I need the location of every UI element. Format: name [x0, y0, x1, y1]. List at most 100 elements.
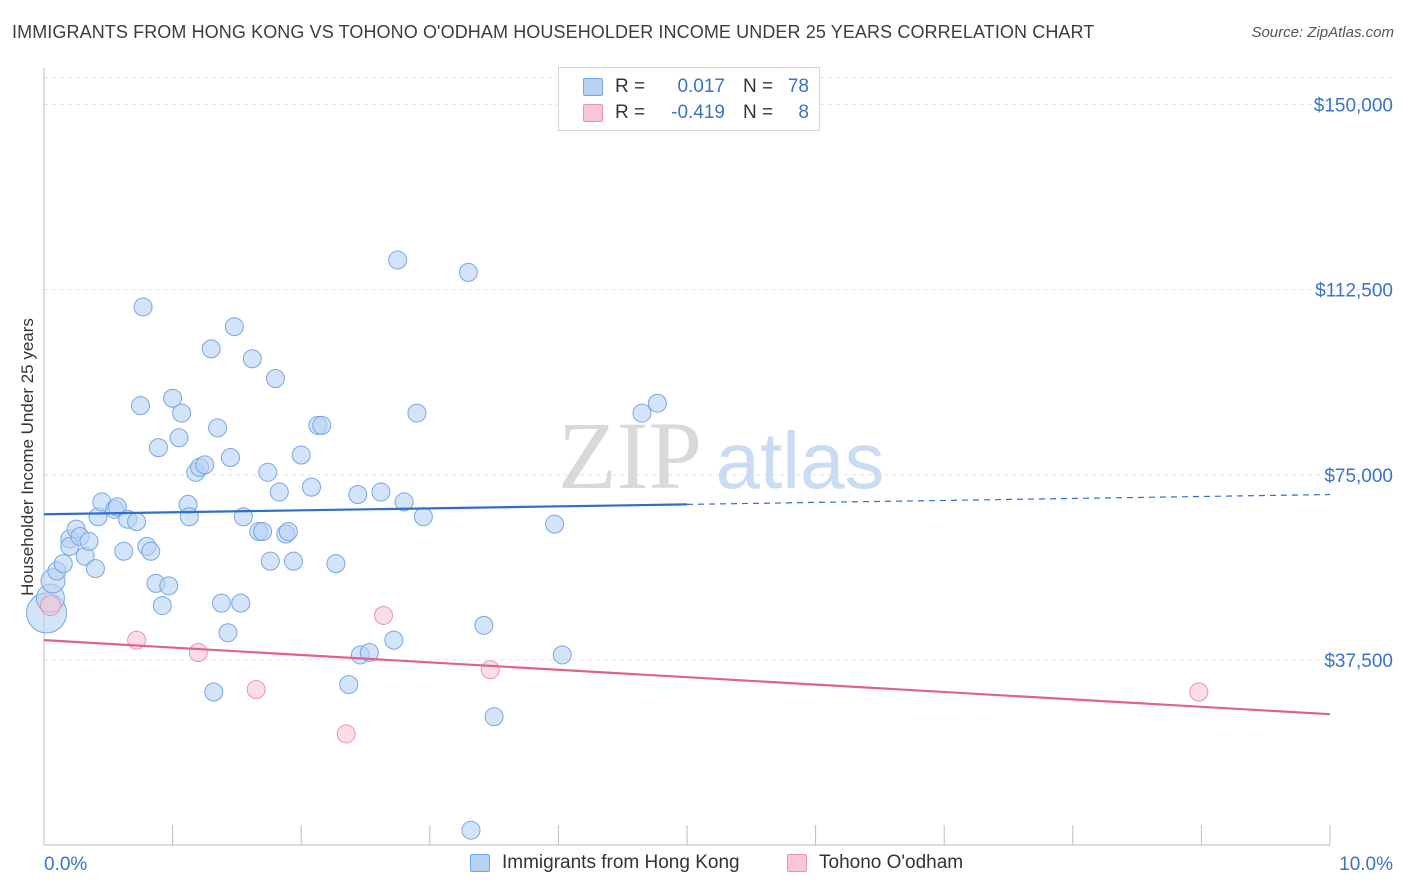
- y-tick-label: $75,000: [1324, 466, 1393, 487]
- point-hong-kong: [133, 297, 153, 317]
- y-tick-label: $150,000: [1314, 96, 1393, 117]
- point-hong-kong: [348, 485, 368, 505]
- point-tohono: [1189, 682, 1209, 702]
- trend-line-hong-kong-extension: [686, 493, 1331, 505]
- bottom-legend-hong-kong: Immigrants from Hong Kong: [470, 852, 740, 874]
- trend-lines: [43, 493, 1331, 716]
- legend-r-label: R =: [615, 76, 646, 97]
- point-hong-kong: [114, 541, 134, 561]
- point-hong-kong: [141, 541, 161, 561]
- point-hong-kong: [218, 623, 238, 643]
- legend-n-value: 78: [787, 76, 809, 97]
- point-hong-kong: [339, 675, 359, 695]
- point-hong-kong: [647, 393, 667, 413]
- point-hong-kong: [231, 593, 251, 613]
- point-hong-kong: [195, 455, 215, 475]
- point-hong-kong: [172, 403, 192, 423]
- point-tohono: [374, 605, 394, 625]
- point-hong-kong: [394, 492, 414, 512]
- scatter-points: [26, 250, 1209, 840]
- point-hong-kong: [224, 317, 244, 337]
- legend-row-tohono: R = -0.419 N = 8: [583, 102, 809, 124]
- y-tick-label: $112,500: [1315, 281, 1393, 302]
- legend-n-label: N =: [743, 76, 774, 97]
- point-hong-kong: [208, 418, 228, 438]
- bottom-legend-swatch-hong-kong: [470, 854, 490, 872]
- point-hong-kong: [204, 682, 224, 702]
- legend-box: R = 0.017 N = 78 R = -0.419 N = 8: [558, 67, 820, 131]
- point-hong-kong: [130, 396, 150, 416]
- point-hong-kong: [85, 559, 105, 579]
- point-hong-kong: [484, 707, 504, 727]
- point-hong-kong: [253, 522, 273, 542]
- tick-labels: $37,500 $75,000 $112,500 $150,000 0.0% 10.0%: [44, 96, 1393, 875]
- point-hong-kong: [201, 339, 221, 359]
- point-hong-kong: [388, 250, 408, 270]
- y-axis-title: Householder Income Under 25 years: [18, 318, 37, 596]
- x-tick-label: 10.0%: [1339, 854, 1393, 875]
- point-tohono: [336, 724, 356, 744]
- legend-row-hong-kong: R = 0.017 N = 78: [583, 76, 809, 98]
- point-hong-kong: [632, 403, 652, 423]
- point-hong-kong: [159, 576, 179, 596]
- point-hong-kong: [258, 462, 278, 482]
- legend-r-value: 0.017: [677, 76, 725, 97]
- watermark-atlas: atlas: [716, 416, 885, 505]
- legend-r-label: R =: [615, 102, 646, 123]
- trend-line-hong-kong: [43, 503, 688, 516]
- y-tick-label: $37,500: [1324, 651, 1393, 672]
- point-hong-kong: [384, 630, 404, 650]
- bottom-legend-label: Tohono O'odham: [819, 852, 964, 873]
- point-hong-kong: [269, 482, 289, 502]
- watermark-zip: ZIP: [558, 402, 702, 509]
- point-hong-kong: [326, 554, 346, 574]
- point-hong-kong: [359, 642, 379, 662]
- point-hong-kong: [211, 593, 231, 613]
- point-hong-kong: [107, 497, 127, 517]
- bottom-legend-label: Immigrants from Hong Kong: [502, 852, 740, 873]
- point-hong-kong: [291, 445, 311, 465]
- point-hong-kong: [242, 349, 262, 369]
- point-hong-kong: [458, 262, 478, 282]
- chart-title: IMMIGRANTS FROM HONG KONG VS TOHONO O'OD…: [12, 22, 1095, 42]
- point-hong-kong: [169, 428, 189, 448]
- point-hong-kong: [260, 551, 280, 571]
- point-hong-kong: [407, 403, 427, 423]
- point-hong-kong: [552, 645, 572, 665]
- point-hong-kong: [179, 507, 199, 527]
- bottom-legend-swatch-tohono: [787, 854, 807, 872]
- axes: [43, 68, 1331, 846]
- legend-r-value: -0.419: [671, 102, 725, 123]
- point-hong-kong: [371, 482, 391, 502]
- grid-lines: [44, 77, 1395, 661]
- point-tohono: [188, 642, 208, 662]
- point-hong-kong: [278, 522, 298, 542]
- point-hong-kong: [53, 554, 73, 574]
- legend-swatch-tohono: [583, 104, 603, 122]
- source-label: Source: ZipAtlas.com: [1251, 24, 1394, 41]
- point-hong-kong: [265, 369, 285, 389]
- point-tohono: [246, 680, 266, 700]
- point-tohono: [39, 595, 61, 617]
- point-hong-kong: [301, 477, 321, 497]
- point-hong-kong: [413, 507, 433, 527]
- point-hong-kong: [220, 448, 240, 467]
- point-tohono: [480, 660, 500, 680]
- point-hong-kong: [163, 388, 183, 408]
- point-hong-kong: [283, 551, 303, 571]
- point-hong-kong: [79, 531, 99, 551]
- legend-swatch-hong-kong: [583, 78, 603, 96]
- point-hong-kong: [152, 596, 172, 616]
- point-hong-kong: [127, 512, 147, 532]
- point-hong-kong: [148, 438, 168, 458]
- point-hong-kong: [474, 615, 494, 635]
- legend-n-value: 8: [798, 102, 809, 123]
- watermark: ZIP atlas: [558, 402, 884, 509]
- x-tick-label: 0.0%: [44, 854, 87, 875]
- bottom-legend-tohono: Tohono O'odham: [787, 852, 963, 874]
- point-hong-kong: [461, 820, 481, 840]
- point-hong-kong: [545, 514, 565, 534]
- legend-n-label: N =: [743, 102, 774, 123]
- point-hong-kong: [312, 415, 332, 435]
